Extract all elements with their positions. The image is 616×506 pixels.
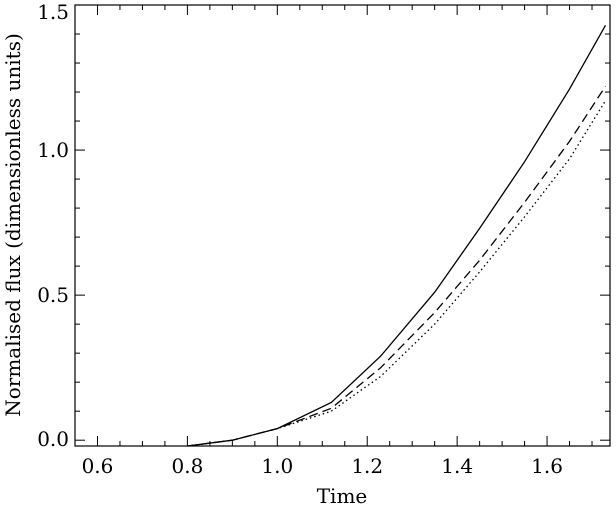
x-tick-label: 1.2 [351, 454, 383, 478]
x-tick-label: 1.4 [441, 454, 473, 478]
y-tick-label: 0.5 [37, 283, 69, 307]
x-tick-label: 0.6 [82, 454, 114, 478]
x-axis-ticks: 0.6 0.8 1.0 1.2 1.4 1.6 [74, 5, 593, 478]
series-layer [187, 24, 607, 447]
y-tick-label: 1.0 [37, 138, 69, 162]
x-tick-label: 1.0 [261, 454, 293, 478]
series-line-dashed [187, 85, 607, 447]
series-line-solid [187, 24, 607, 447]
x-tick-label: 1.6 [531, 454, 563, 478]
plot-frame [74, 4, 611, 447]
x-axis-label: Time [317, 484, 368, 506]
y-axis-ticks: 0.0 0.5 1.0 1.5 [37, 0, 610, 451]
x-tick-label: 0.8 [171, 454, 203, 478]
y-axis-label: Normalised flux (dimensionless units) [1, 33, 25, 417]
y-tick-label: 1.5 [37, 0, 69, 24]
y-tick-label: 0.0 [37, 427, 69, 451]
series-line-dotted [187, 100, 607, 447]
